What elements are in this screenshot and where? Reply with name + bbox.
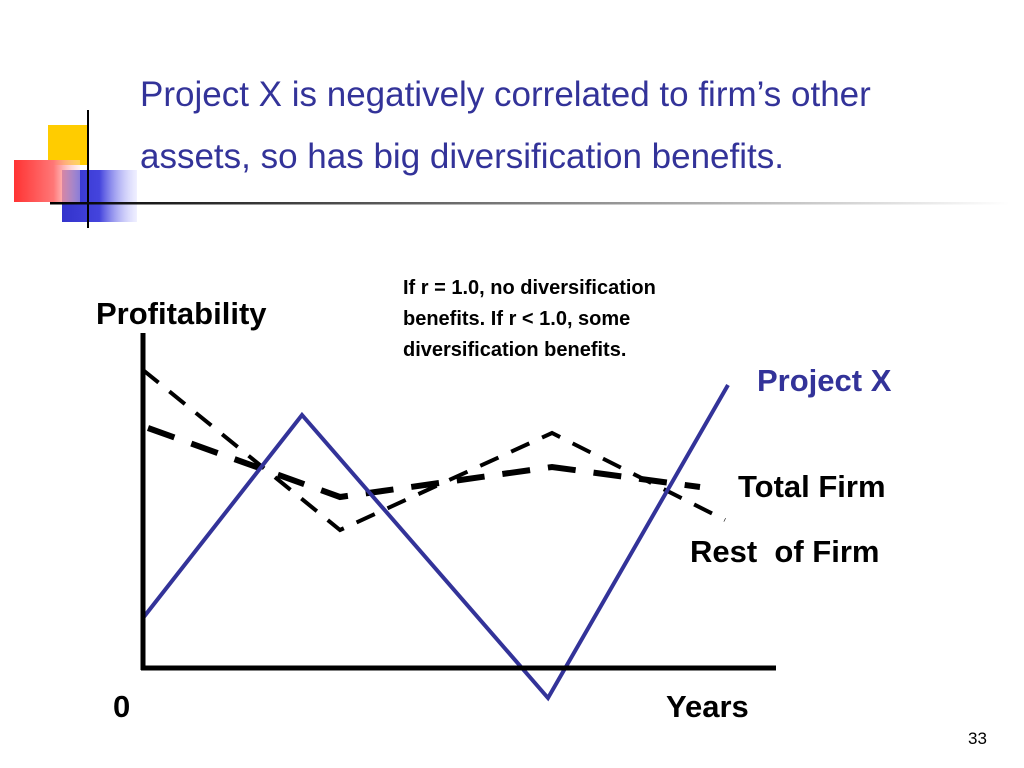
horizontal-rule: [50, 202, 1010, 205]
note-line: If r = 1.0, no diversification: [403, 277, 656, 299]
note-line: diversification benefits.: [403, 339, 626, 361]
yellow-square: [48, 125, 88, 165]
line-label: Total Firm: [738, 469, 886, 504]
origin-label: 0: [113, 689, 130, 724]
title-line: assets, so has big diversification benef…: [140, 137, 784, 176]
decoration: [14, 110, 1010, 228]
schematic-chart: [140, 333, 776, 702]
note-line: benefits. If r < 1.0, some: [403, 308, 630, 330]
line-label: Project X: [757, 363, 892, 398]
page-number: 33: [968, 729, 987, 748]
red-square: [14, 160, 80, 202]
x-axis-label: Years: [666, 689, 749, 724]
title-line: Project X is negatively correlated to fi…: [140, 75, 871, 114]
project-x-line: [141, 384, 730, 702]
rest-of-firm-line: [141, 368, 726, 533]
y-axis-label: Profitability: [96, 296, 267, 331]
total-firm-line: [146, 425, 701, 501]
line-label: Rest of Firm: [690, 534, 879, 569]
